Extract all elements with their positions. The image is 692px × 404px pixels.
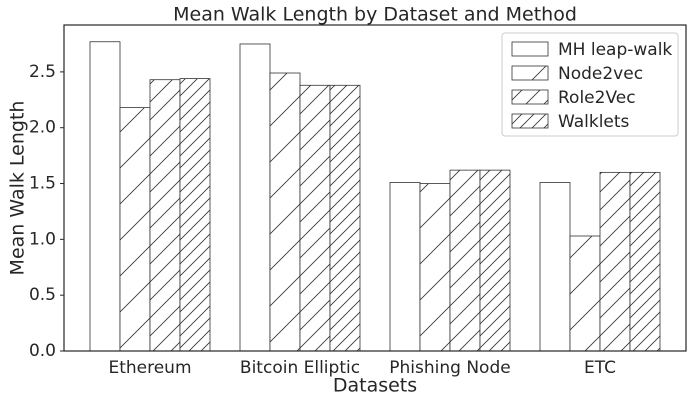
bar	[269, 72, 301, 352]
y-tick-label: 0.0	[29, 341, 56, 361]
legend-swatch	[511, 113, 549, 129]
bar	[149, 79, 181, 352]
legend-box	[501, 32, 679, 137]
bar	[599, 171, 631, 352]
bar	[299, 84, 331, 352]
x-axis-label: Datasets	[333, 375, 417, 397]
y-tick-label: 1.0	[29, 229, 56, 249]
y-axis-label: Mean Walk Length	[7, 101, 29, 276]
legend-label: Walklets	[558, 112, 630, 132]
x-tick-label: Ethereum	[108, 358, 191, 378]
x-tick-label: Phishing Node	[389, 358, 510, 378]
bar	[239, 43, 271, 352]
y-tick-label: 2.0	[29, 118, 56, 138]
legend-label: MH leap-walk	[558, 40, 672, 60]
bar	[569, 235, 601, 352]
y-tick-label: 0.5	[29, 285, 56, 305]
bar	[179, 78, 211, 352]
bar	[89, 41, 121, 352]
legend-label: Node2vec	[558, 64, 643, 84]
bar	[449, 169, 481, 352]
y-tick-label: 2.5	[29, 62, 56, 82]
bar	[389, 182, 421, 352]
legend-swatch	[511, 41, 549, 57]
chart-title: Mean Walk Length by Dataset and Method	[173, 4, 577, 26]
bar	[539, 182, 571, 352]
bar	[419, 183, 451, 352]
legend-swatch	[511, 65, 549, 81]
bar	[119, 107, 151, 352]
x-tick-label: ETC	[584, 358, 616, 378]
bar	[479, 169, 511, 352]
y-tick-label: 1.5	[29, 174, 56, 194]
legend-label: Role2Vec	[558, 88, 636, 108]
legend-swatch	[511, 89, 549, 105]
x-tick-label: Bitcoin Elliptic	[240, 358, 360, 378]
bar	[329, 84, 361, 352]
plot-frame	[63, 24, 687, 352]
bar	[629, 171, 661, 352]
